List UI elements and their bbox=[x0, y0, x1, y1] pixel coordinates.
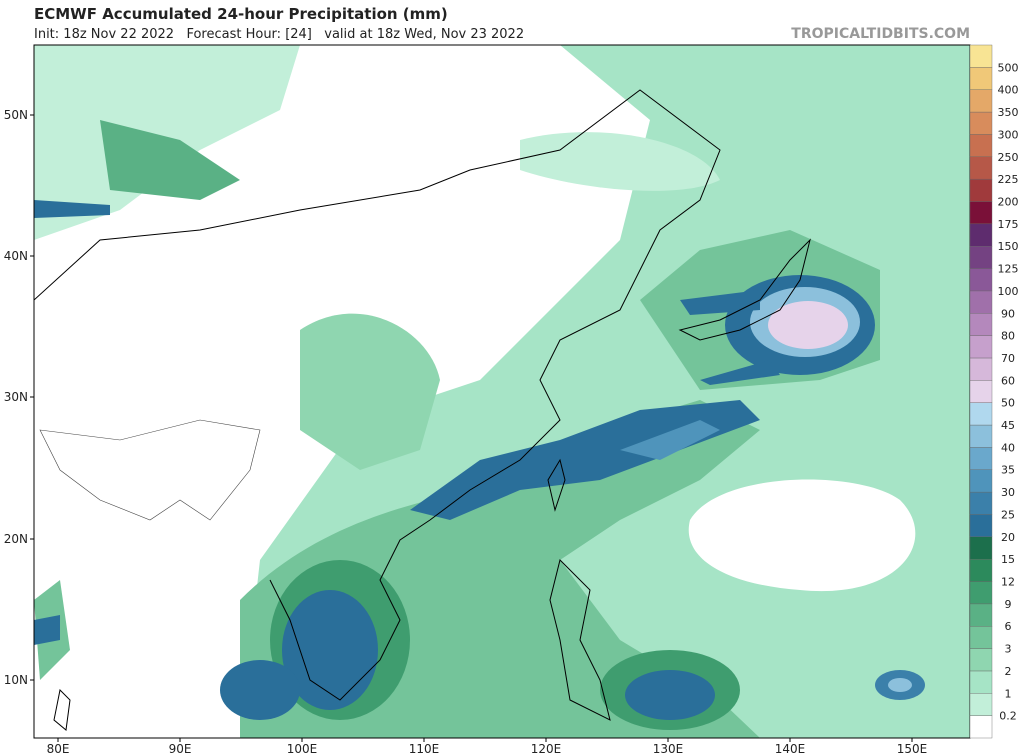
color-bin bbox=[969, 67, 993, 90]
credit: TROPICALTIDBITS.COM bbox=[791, 26, 970, 42]
level-label: 25 bbox=[1001, 508, 1015, 521]
level-label: 12 bbox=[1001, 576, 1015, 589]
level-label: 400 bbox=[998, 84, 1019, 97]
level-label: 80 bbox=[1001, 330, 1015, 343]
color-bin bbox=[969, 581, 993, 605]
color-bin bbox=[969, 670, 993, 694]
color-bin bbox=[969, 424, 993, 448]
level-label: 150 bbox=[998, 240, 1019, 253]
color-bin bbox=[969, 380, 993, 403]
color-bin bbox=[969, 290, 993, 314]
lon-label: 140E bbox=[775, 742, 806, 756]
level-label: 15 bbox=[1001, 553, 1015, 566]
color-bin bbox=[969, 558, 993, 582]
level-label: 45 bbox=[1001, 419, 1015, 432]
level-label: 90 bbox=[1001, 307, 1015, 320]
color-bin bbox=[969, 626, 993, 649]
level-label: 500 bbox=[998, 61, 1019, 74]
color-bin bbox=[969, 514, 993, 538]
level-label: 200 bbox=[998, 195, 1019, 208]
color-bin bbox=[969, 715, 993, 739]
level-label: 30 bbox=[1001, 486, 1015, 499]
subtitle: Init: 18z Nov 22 2022 Forecast Hour: [24… bbox=[34, 27, 524, 42]
level-label: 20 bbox=[1001, 531, 1015, 544]
level-label: 250 bbox=[998, 151, 1019, 164]
color-bin bbox=[969, 469, 993, 493]
level-label: 2 bbox=[1005, 665, 1012, 678]
level-label: 100 bbox=[998, 285, 1019, 298]
lon-label: 80E bbox=[47, 742, 70, 756]
color-bin bbox=[969, 201, 993, 225]
level-label: 35 bbox=[1001, 464, 1015, 477]
color-bin bbox=[969, 313, 993, 336]
lat-label: 10N bbox=[4, 673, 28, 687]
lon-label: 150E bbox=[897, 742, 928, 756]
level-label: 225 bbox=[998, 173, 1019, 186]
level-label: 60 bbox=[1001, 374, 1015, 387]
color-bin bbox=[969, 44, 993, 68]
level-label: 70 bbox=[1001, 352, 1015, 365]
level-label: 300 bbox=[998, 128, 1019, 141]
level-label: 0.2 bbox=[999, 710, 1017, 723]
title: ECMWF Accumulated 24-hour Precipitation … bbox=[34, 5, 448, 23]
color-bin bbox=[969, 134, 993, 157]
lon-label: 110E bbox=[409, 742, 440, 756]
level-label: 50 bbox=[1001, 397, 1015, 410]
color-bin bbox=[969, 648, 993, 672]
lat-label: 40N bbox=[4, 249, 28, 263]
color-bin bbox=[969, 603, 993, 627]
color-bin bbox=[969, 89, 993, 113]
lat-labels: 50N 40N 30N 20N 10N bbox=[4, 108, 34, 687]
color-bin bbox=[969, 536, 993, 560]
level-label: 6 bbox=[1005, 620, 1012, 633]
color-bin bbox=[969, 357, 993, 381]
lon-label: 130E bbox=[653, 742, 684, 756]
color-bin bbox=[969, 335, 993, 359]
color-bin bbox=[969, 447, 993, 470]
level-label: 350 bbox=[998, 106, 1019, 119]
lon-label: 100E bbox=[287, 742, 318, 756]
color-bin bbox=[969, 245, 993, 269]
level-label: 125 bbox=[998, 263, 1019, 276]
color-bin bbox=[969, 402, 993, 426]
color-bin bbox=[969, 491, 993, 515]
color-bin bbox=[969, 156, 993, 180]
color-bin bbox=[969, 223, 993, 247]
lon-labels: 80E 90E 100E 110E 120E 130E 140E 150E bbox=[47, 738, 928, 756]
lat-label: 20N bbox=[4, 532, 28, 546]
colorbar: 0.21236912152025303540455060708090100125… bbox=[969, 44, 1019, 739]
map: 50N 40N 30N 20N 10N 80E 90E 100E 110E 120E 130E 14… bbox=[4, 44, 971, 756]
color-bin bbox=[969, 268, 993, 292]
color-bin bbox=[969, 693, 993, 716]
level-label: 1 bbox=[1005, 687, 1012, 700]
level-label: 40 bbox=[1001, 441, 1015, 454]
lon-label: 120E bbox=[531, 742, 562, 756]
color-bin bbox=[969, 111, 993, 135]
level-label: 9 bbox=[1005, 598, 1012, 611]
lat-label: 30N bbox=[4, 390, 28, 404]
color-bin bbox=[969, 178, 993, 202]
level-label: 3 bbox=[1005, 643, 1012, 656]
lat-label: 50N bbox=[4, 108, 28, 122]
lon-label: 90E bbox=[169, 742, 192, 756]
level-label: 175 bbox=[998, 218, 1019, 231]
